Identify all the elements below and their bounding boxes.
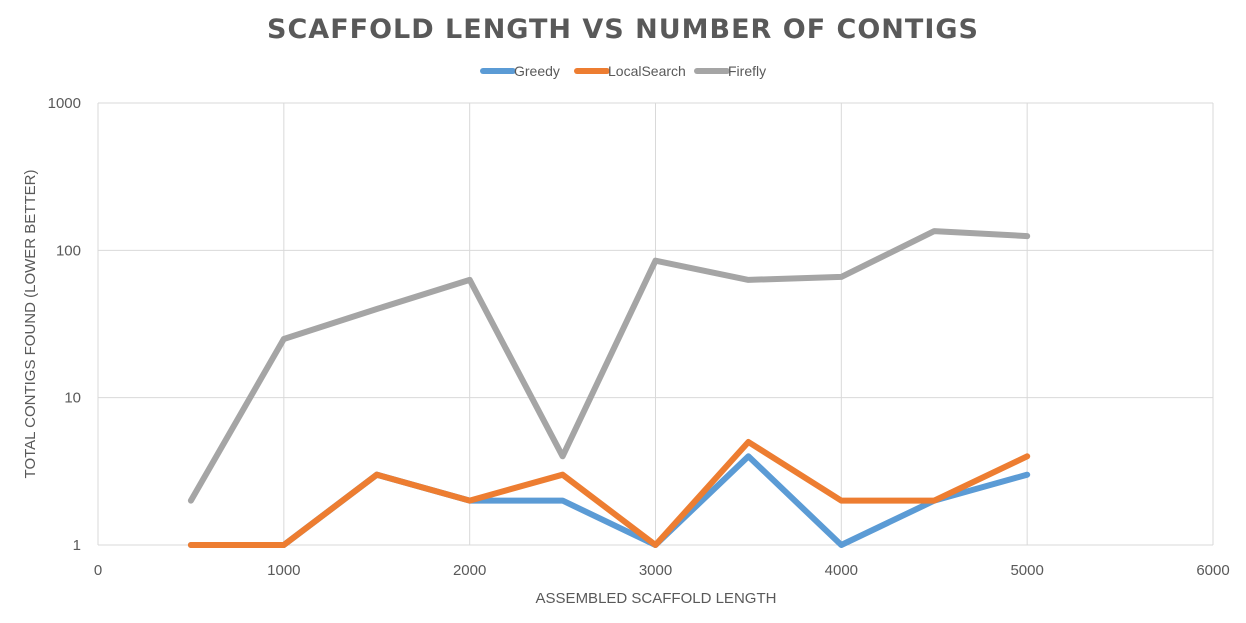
gridlines [97,102,1214,546]
y-axis-ticks: 1 10 100 1000 [48,95,81,554]
x-tick-label: 0 [94,562,102,579]
y-tick-label: 1 [73,537,81,554]
x-tick-label: 2000 [453,562,486,579]
y-tick-label: 10 [64,390,81,407]
x-tick-label: 6000 [1196,562,1229,579]
legend-label-greedy: Greedy [514,63,560,79]
legend: Greedy LocalSearch Firefly [480,63,766,79]
y-tick-label: 1000 [48,95,81,112]
x-axis-ticks: 0 1000 2000 3000 4000 5000 6000 [94,562,1230,579]
y-tick-label: 100 [56,242,81,259]
y-axis-title: TOTAL CONTIGS FOUND (LOWER BETTER) [22,170,39,479]
x-tick-label: 5000 [1010,562,1043,579]
chart-title: SCAFFOLD LENGTH VS NUMBER OF CONTIGS [267,14,979,45]
x-tick-label: 1000 [267,562,300,579]
x-tick-label: 4000 [825,562,858,579]
x-tick-label: 3000 [639,562,672,579]
series-line-localsearch [187,439,1031,548]
x-axis-title: ASSEMBLED SCAFFOLD LENGTH [536,590,777,607]
legend-label-firefly: Firefly [728,63,766,79]
series-line-firefly [187,228,1031,504]
legend-label-localsearch: LocalSearch [608,63,686,79]
series-lines [187,228,1031,548]
